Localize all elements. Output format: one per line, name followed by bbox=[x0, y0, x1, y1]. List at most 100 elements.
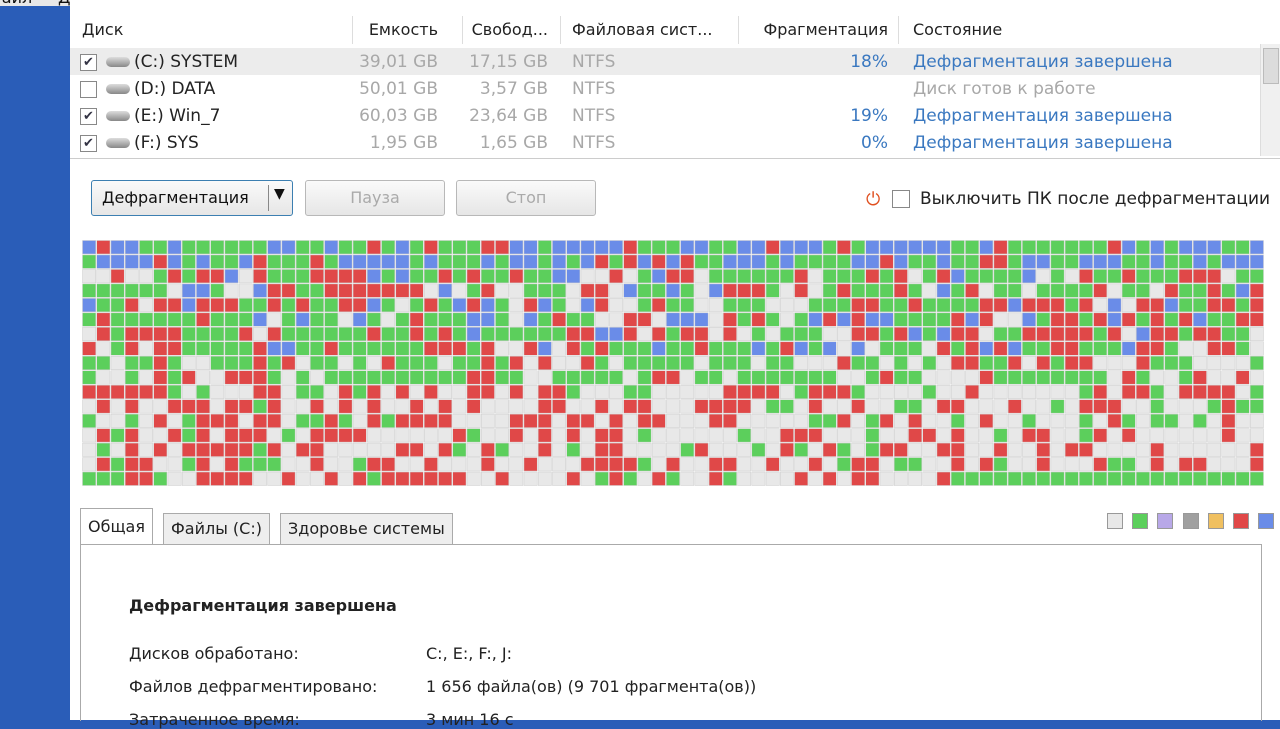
tab[interactable]: Здоровье системы bbox=[280, 513, 453, 544]
cluster bbox=[808, 240, 823, 255]
cluster bbox=[780, 457, 794, 472]
cluster bbox=[495, 457, 509, 472]
cluster bbox=[794, 442, 809, 457]
cluster bbox=[1007, 240, 1022, 255]
legend-swatch[interactable] bbox=[1132, 513, 1149, 529]
cluster bbox=[908, 442, 922, 457]
legend-swatch[interactable] bbox=[1182, 513, 1199, 529]
legend-swatch[interactable] bbox=[1207, 513, 1224, 529]
cluster bbox=[523, 298, 538, 313]
cluster bbox=[210, 384, 225, 399]
button[interactable]: Стоп bbox=[456, 180, 596, 216]
cluster bbox=[1079, 428, 1093, 443]
cluster bbox=[1107, 399, 1122, 414]
cluster bbox=[651, 442, 666, 457]
legend-swatch[interactable] bbox=[1258, 513, 1275, 529]
checkbox[interactable]: ✔ bbox=[80, 54, 97, 71]
column-divider bbox=[560, 16, 561, 44]
cluster bbox=[1093, 471, 1108, 486]
cluster bbox=[765, 370, 780, 385]
cluster bbox=[295, 327, 310, 342]
button[interactable]: Пауза bbox=[305, 180, 445, 216]
tab[interactable]: Общая bbox=[80, 508, 153, 545]
cluster bbox=[324, 269, 339, 284]
cluster bbox=[196, 240, 210, 255]
cluster bbox=[1107, 442, 1122, 457]
cluster bbox=[893, 471, 908, 486]
cluster bbox=[1007, 269, 1022, 284]
cluster bbox=[381, 283, 396, 298]
cluster bbox=[1250, 428, 1264, 443]
cluster bbox=[281, 254, 296, 269]
cluster bbox=[979, 428, 994, 443]
cluster bbox=[651, 269, 666, 284]
cluster bbox=[580, 370, 595, 385]
cluster bbox=[1093, 384, 1108, 399]
menu-item[interactable]: Файл bbox=[0, 0, 32, 7]
cluster bbox=[324, 471, 339, 486]
cluster bbox=[893, 413, 908, 428]
cluster bbox=[623, 254, 638, 269]
cluster bbox=[580, 312, 595, 327]
cluster bbox=[822, 254, 837, 269]
cluster bbox=[1193, 298, 1207, 313]
cluster bbox=[167, 298, 182, 313]
cluster bbox=[167, 283, 182, 298]
cluster bbox=[794, 399, 809, 414]
cluster bbox=[1207, 471, 1222, 486]
cluster bbox=[609, 384, 623, 399]
cluster bbox=[96, 428, 111, 443]
cluster bbox=[808, 370, 823, 385]
column-header[interactable]: Фрагментация bbox=[763, 20, 888, 39]
cluster bbox=[893, 341, 908, 356]
cluster bbox=[1136, 413, 1150, 428]
cluster bbox=[908, 384, 922, 399]
cluster bbox=[82, 384, 96, 399]
button[interactable]: Дефрагментация bbox=[91, 180, 293, 216]
cluster bbox=[708, 341, 723, 356]
cluster bbox=[537, 327, 552, 342]
cluster bbox=[153, 240, 168, 255]
cluster bbox=[438, 384, 453, 399]
cluster bbox=[167, 240, 182, 255]
cluster bbox=[238, 254, 253, 269]
legend-swatch[interactable] bbox=[1233, 513, 1249, 529]
disk-name: (C:) SYSTEM bbox=[134, 52, 239, 72]
cluster bbox=[780, 356, 794, 370]
cluster bbox=[936, 370, 951, 385]
column-header[interactable]: Диск bbox=[82, 20, 124, 39]
cluster bbox=[338, 283, 353, 298]
cluster bbox=[1193, 413, 1207, 428]
legend-swatch[interactable] bbox=[1107, 513, 1123, 529]
column-header[interactable]: Свобод... bbox=[471, 20, 548, 39]
column-header[interactable]: Состояние bbox=[913, 20, 1003, 39]
checkbox[interactable] bbox=[892, 190, 910, 208]
cluster bbox=[865, 471, 880, 486]
cluster bbox=[110, 312, 125, 327]
cluster bbox=[594, 298, 609, 313]
column-header[interactable]: Емкость bbox=[368, 20, 438, 39]
cluster bbox=[1107, 240, 1122, 255]
legend-swatch[interactable] bbox=[1157, 513, 1174, 529]
checkbox[interactable]: ✔ bbox=[80, 108, 97, 125]
scroll-thumb[interactable] bbox=[1263, 48, 1279, 84]
cluster bbox=[1207, 428, 1222, 443]
cluster bbox=[295, 312, 310, 327]
cluster bbox=[993, 428, 1008, 443]
cluster bbox=[352, 312, 367, 327]
checkbox[interactable] bbox=[80, 81, 97, 98]
tab[interactable]: Файлы (C:) bbox=[163, 513, 270, 544]
column-header[interactable]: Файловая сист... bbox=[572, 20, 713, 39]
checkbox[interactable]: ✔ bbox=[80, 135, 97, 152]
cluster bbox=[979, 269, 994, 284]
cluster bbox=[737, 442, 752, 457]
cluster bbox=[310, 283, 324, 298]
cluster bbox=[723, 254, 737, 269]
cluster bbox=[409, 298, 424, 313]
dropdown-caret[interactable]: ▼ bbox=[274, 186, 285, 202]
cluster bbox=[96, 413, 111, 428]
cluster bbox=[381, 442, 396, 457]
cluster bbox=[566, 298, 581, 313]
cluster bbox=[196, 298, 210, 313]
cluster bbox=[224, 341, 239, 356]
